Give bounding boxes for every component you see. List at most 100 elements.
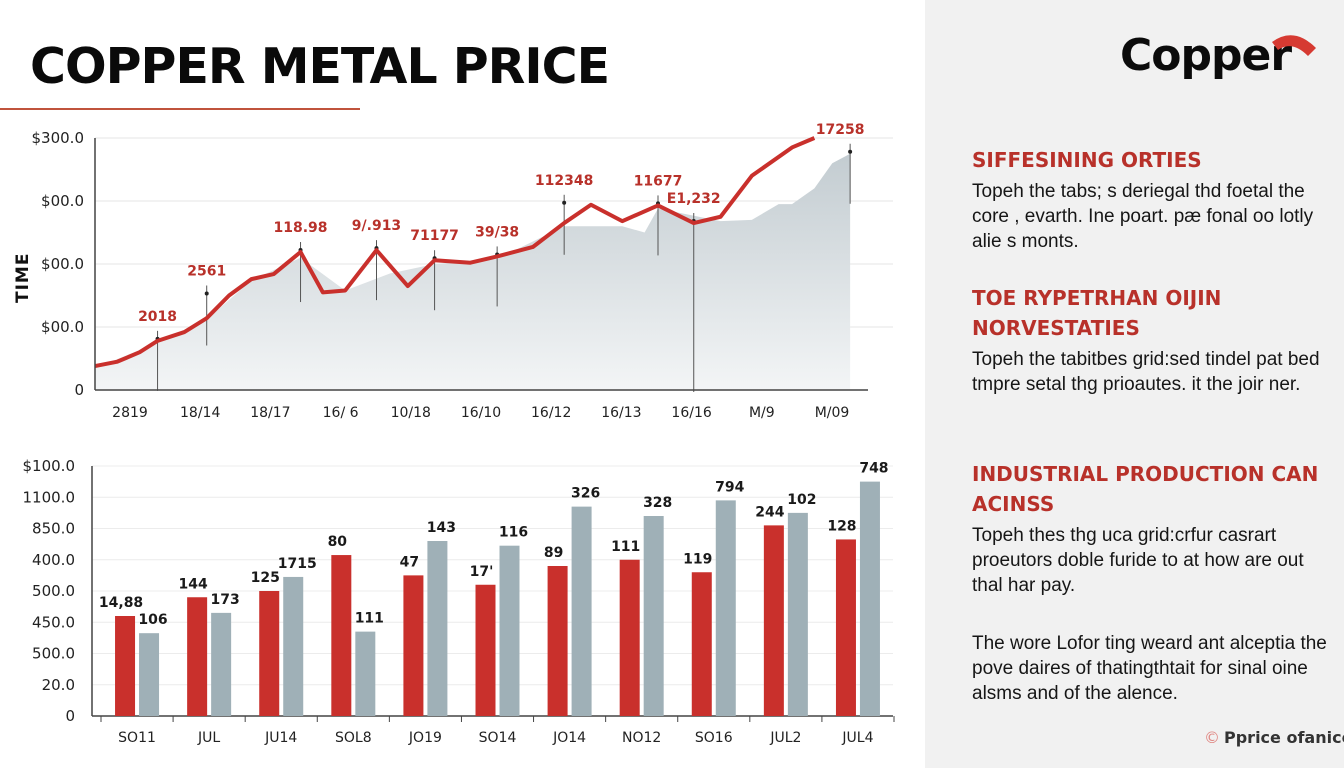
bar-gray [715,500,736,716]
x-category-label: SO11 [118,730,156,746]
info-sidebar [925,0,1344,768]
y-tick-label: $300.0 [32,129,85,147]
copper-arc-icon [1272,33,1316,56]
bar-red [619,559,640,716]
bar-value-label: 125 [251,570,280,586]
bar-value-label: 14,88 [99,595,143,611]
bar-value-label: 748 [859,461,888,477]
section-heading: INDUSTRIAL PRODUCTION CAN ACINSS [972,462,1319,516]
bar-gray [139,633,160,716]
y-tick-label: $00.0 [41,192,84,210]
x-tick-label: 18/17 [250,405,290,421]
bar-red [259,591,280,716]
footer-text: Pprice ofanice [1224,728,1344,747]
bar-red [691,572,712,716]
bar-gray [499,545,520,716]
page-title: COPPER METAL PRICE [30,38,610,95]
bar-value-label: 143 [427,520,456,536]
bar-gray [859,481,880,716]
data-label: 112348 [535,173,593,189]
bar-value-label: 106 [138,612,167,628]
section-body: Topeh thes thg uca grid:crfur casrart pr… [972,525,1304,596]
bar-value-label: 116 [499,525,528,541]
annotation-marker [848,149,853,154]
y-tick-label: 1100.0 [23,488,76,506]
x-category-label: JUL4 [841,730,873,746]
bar-gray [355,631,376,716]
bar-red [331,555,352,716]
bar-value-label: 89 [544,545,563,561]
y-tick-label: 500.0 [32,582,75,600]
bar-value-label: 244 [755,504,784,520]
bar-value-label: 80 [328,534,348,550]
data-label: 17258 [816,122,865,138]
x-tick-label: 2819 [112,405,148,421]
bar-gray [571,506,592,716]
x-tick-label: M/09 [815,405,850,421]
bar-gray [211,612,232,716]
x-category-label: JO14 [552,730,586,746]
sidebar-section-1: SIFFESINING ORTIES Topeh the tabs; s der… [972,145,1332,254]
y-tick-label: 400.0 [32,551,75,569]
y-tick-label: 20.0 [42,676,75,694]
data-label: 71177 [410,228,459,244]
section-body: The wore Lofor ting weard ant alceptia t… [972,633,1327,704]
y-tick-label: 0 [65,707,75,725]
copyright-icon: © [1204,728,1220,747]
x-tick-label: 16/16 [671,405,711,421]
bar-value-label: 111 [611,539,640,555]
footer-credit: © Pprice ofanice [1204,728,1344,747]
bar-gray [427,541,448,716]
bar-value-label: 47 [400,554,419,570]
bar-value-label: 128 [827,518,856,534]
y-tick-label: $100.0 [23,457,76,475]
y-tick-label: 450.0 [32,613,75,631]
annotation-marker [204,291,209,296]
sidebar-section-2: TOE RYPETRHAN OIJIN NORVESTATIES Topeh t… [972,283,1332,397]
y-tick-label: 0 [74,381,84,399]
section-body: Topeh the tabs; s deriegal thd foetal th… [972,181,1314,252]
bar-gray [283,576,304,716]
x-category-label: JU14 [264,730,297,746]
bar-red [115,616,136,716]
price-line-chart: 0 $00.0 $00.0 $00.0 $300.0 2018 2561 118.98 9/.9… [32,122,893,421]
price-line [94,136,816,369]
y-tick-label: 500.0 [32,645,75,663]
bar-value-label: 102 [787,492,816,508]
x-tick-label: 16/12 [531,405,571,421]
section-body: Topeh the tabitbes grid:sed tindel pat b… [972,349,1320,395]
y-tick-label: $00.0 [41,255,84,273]
x-category-label: NO12 [622,730,661,746]
y-tick-label: $00.0 [41,318,84,336]
bar-red [763,525,784,716]
x-category-label: SO16 [695,730,733,746]
data-label: 39/38 [475,224,519,240]
bar-red [187,597,208,716]
bar-red [475,584,496,716]
bar-value-label: 144 [179,576,208,592]
x-category-label: SOL8 [335,730,372,746]
x-tick-label: M/9 [749,405,775,421]
x-tick-label: 16/10 [461,405,501,421]
bar-gray [787,512,808,716]
y-tick-label: 850.0 [32,520,75,538]
title-underline [0,108,360,110]
data-label: 118.98 [274,220,328,236]
bar-gray [643,516,664,716]
data-label: 11677 [634,173,683,189]
sidebar-section-3: INDUSTRIAL PRODUCTION CAN ACINSS Topeh t… [972,459,1332,598]
x-category-label: SO14 [479,730,517,746]
x-category-label: JO19 [408,730,442,746]
x-category-label: JUL2 [769,730,801,746]
bar-red [403,575,424,716]
bar-value-label: 1715 [278,556,317,572]
bar-value-label: 326 [571,486,600,502]
shaded-area [95,153,851,390]
data-label: 9/.913 [352,218,401,234]
bar-value-label: 328 [643,495,672,511]
x-tick-label: 10/18 [391,405,431,421]
grouped-bar-chart: 0 20.0 500.0 450.0 500.0 400.0 850.0 1100.0 $100… [23,457,895,746]
bar-value-label: 173 [211,592,240,608]
section-heading: SIFFESINING ORTIES [972,148,1202,172]
annotation-marker [562,200,567,205]
